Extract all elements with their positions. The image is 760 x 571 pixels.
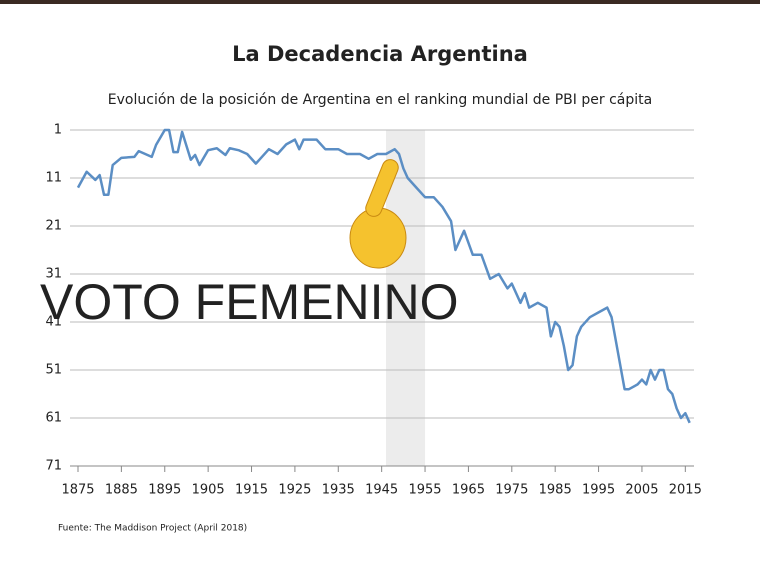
- x-tick-label: 1905: [192, 483, 225, 498]
- x-tick-label: 1995: [582, 483, 615, 498]
- x-tick-label: 1955: [408, 483, 441, 498]
- top-border: [0, 0, 760, 4]
- chart-subtitle: Evolución de la posición de Argentina en…: [108, 92, 652, 108]
- y-tick-label: 1: [54, 123, 62, 138]
- annotation: VOTO FEMENINO: [40, 274, 459, 330]
- x-tick-label: 1985: [539, 483, 572, 498]
- x-tick-label: 2015: [669, 483, 702, 498]
- y-tick-label: 31: [45, 267, 62, 282]
- y-tick-label: 51: [45, 363, 62, 378]
- x-tick-label: 1915: [235, 483, 268, 498]
- y-tick-label: 41: [45, 315, 62, 330]
- y-tick-label: 61: [45, 411, 62, 426]
- y-tick-label: 11: [45, 171, 62, 186]
- x-tick-label: 1965: [452, 483, 485, 498]
- y-tick-label: 21: [45, 219, 62, 234]
- source: Fuente: The Maddison Project (April 2018…: [58, 524, 247, 534]
- x-tick-label: 1875: [61, 483, 94, 498]
- pointing-hand: [349, 159, 407, 269]
- x-tick-label: 1885: [105, 483, 138, 498]
- x-tick-label: 1925: [278, 483, 311, 498]
- highlight-band: [386, 130, 426, 466]
- chart-title: La Decadencia Argentina: [232, 42, 528, 66]
- x-tick-label: 2005: [625, 483, 658, 498]
- x-tick-label: 1935: [322, 483, 355, 498]
- y-tick-label: 71: [45, 459, 62, 474]
- x-tick-label: 1945: [365, 483, 398, 498]
- x-tick-label: 1895: [148, 483, 181, 498]
- x-tick-label: 1975: [495, 483, 528, 498]
- line-series: [76, 128, 691, 424]
